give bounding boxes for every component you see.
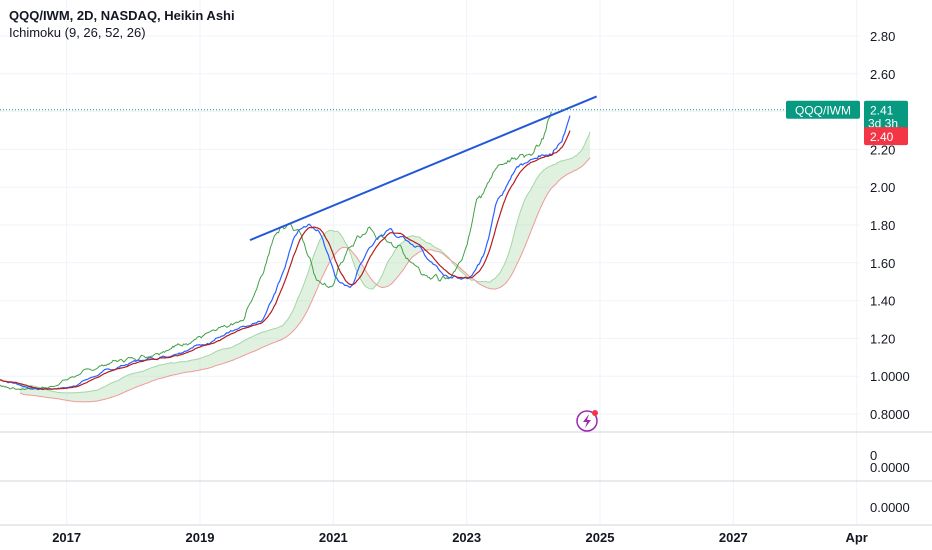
trendline[interactable] (249, 95, 598, 242)
chart-legend: QQQ/IWM, 2D, NASDAQ, Heikin Ashi Ichimok… (9, 7, 235, 41)
horizontal-grid (0, 35, 860, 415)
time-tick-label: 2025 (586, 530, 615, 545)
time-tick-label: 2019 (186, 530, 215, 545)
last-price-text: 2.41 (870, 104, 894, 118)
time-tick-label: 2017 (52, 530, 81, 545)
kijun-sen (0, 130, 571, 390)
lightning-bolt-icon[interactable] (576, 410, 598, 432)
price-tick-label: 1.40 (870, 294, 895, 309)
price-tick-label: 1.0000 (870, 369, 910, 384)
indicator-label[interactable]: Ichimoku (9, 26, 52, 26) (9, 25, 146, 40)
price-tick-label: 2.60 (870, 67, 895, 82)
notification-dot (592, 410, 598, 416)
chikou-span (0, 111, 552, 391)
price-tick-label: 2.20 (870, 142, 895, 157)
time-tick-label: 2027 (719, 530, 748, 545)
tenkan-sen (0, 115, 571, 391)
lower-pane-tick-label: 0.0000 (870, 500, 910, 515)
price-tick-label: 2.80 (870, 29, 895, 44)
time-scale[interactable]: 2017 2019 2021 2023 2025 2027 Apr (52, 530, 868, 545)
ichimoku-lines (0, 111, 571, 391)
symbol-title[interactable]: QQQ/IWM, 2D, NASDAQ, Heikin Ashi (9, 8, 235, 23)
price-tick-label: 1.20 (870, 331, 895, 346)
close-price-text: 2.40 (870, 130, 894, 144)
trendline-segment[interactable] (249, 95, 598, 242)
price-scale[interactable]: 2.80 2.60 2.402.20 2.00 1.80 1.60 1.40 1.20 1.00… (870, 29, 910, 515)
time-tick-label: 2021 (319, 530, 348, 545)
symbol-label-text: QQQ/IWM (795, 104, 851, 118)
price-tick-label: 2.00 (870, 180, 895, 195)
vertical-grid (66, 0, 858, 525)
bolt-shape (583, 414, 591, 428)
lower-pane-tick-label: 0.0000 (870, 460, 910, 475)
pane-separators (0, 431, 932, 526)
time-tick-label: Apr (845, 530, 867, 545)
senkou-span-b (20, 157, 591, 403)
senkou-span-a (20, 131, 591, 394)
cloud-fill (20, 132, 590, 402)
time-tick-label: 2023 (452, 530, 481, 545)
price-tick-label: 1.80 (870, 218, 895, 233)
price-tick-label: 1.60 (870, 256, 895, 271)
ichimoku-cloud (20, 131, 591, 403)
lower-pane-tick-label: 0 (870, 448, 877, 463)
close-price-tag (864, 127, 908, 146)
symbol-label-tag (786, 100, 860, 119)
last-price-tag (864, 100, 908, 131)
price-tick-label: 0.8000 (870, 407, 910, 422)
